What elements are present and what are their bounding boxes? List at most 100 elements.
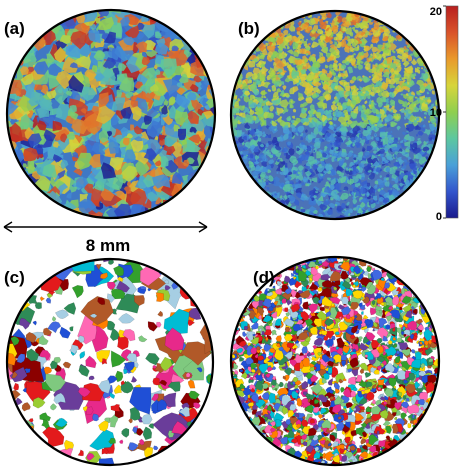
pore-blob <box>289 180 293 184</box>
pore-blob <box>131 106 142 122</box>
pore-blob <box>345 14 353 22</box>
pore-blob <box>410 91 415 96</box>
pore-blob <box>362 91 366 94</box>
pore-blob <box>272 176 280 182</box>
pore-blob <box>134 81 143 89</box>
pore-blob <box>273 81 280 87</box>
pore-blob <box>315 191 319 193</box>
pore-blob <box>300 73 309 81</box>
colorbar-tick-label: 10 <box>430 107 442 119</box>
pore-blob <box>324 185 332 194</box>
pore-blob <box>310 56 317 63</box>
pore-blob <box>152 377 161 386</box>
pore-blob <box>280 71 284 76</box>
pore-blob <box>409 162 416 170</box>
pore-blob <box>315 111 322 117</box>
pore-blob <box>387 138 395 144</box>
pore-blob <box>305 183 310 187</box>
pore-blob <box>409 159 414 165</box>
pore-blob <box>238 113 243 117</box>
pore-blob <box>7 352 17 366</box>
pore-blob <box>328 124 335 131</box>
pore-blob <box>283 44 286 47</box>
pore-blob <box>370 43 374 48</box>
pore-blob <box>120 106 133 119</box>
pore-blob <box>348 193 352 197</box>
pore-blob <box>387 124 391 128</box>
pore-blob <box>126 353 138 363</box>
pore-blob <box>319 35 327 42</box>
pore-blob <box>402 101 409 108</box>
pore-blob <box>23 147 39 162</box>
pore-blob <box>324 64 329 69</box>
pore-blob <box>417 130 424 136</box>
pore-blob <box>130 139 144 152</box>
pore-blob <box>68 74 84 93</box>
pore-blob <box>372 160 380 168</box>
pore-blob <box>242 135 247 141</box>
pore-blob <box>371 29 376 34</box>
pore-blob <box>138 335 148 343</box>
pore-blob <box>433 72 439 80</box>
pore-blob <box>349 79 355 84</box>
pore-blob <box>338 91 343 95</box>
pore-blob <box>231 107 240 114</box>
pore-blob <box>324 81 329 86</box>
pore-blob <box>162 79 183 97</box>
pore-blob <box>9 366 28 383</box>
pore-blob <box>117 63 127 71</box>
pore-blob <box>193 75 203 83</box>
pore-blob <box>403 116 407 120</box>
pore-blob <box>276 72 280 75</box>
pore-blob <box>346 55 353 62</box>
pore-blob <box>388 91 395 99</box>
pore-blob <box>275 151 282 159</box>
pore-blob <box>309 104 315 111</box>
pore-blob <box>231 138 232 145</box>
pore-blob <box>300 193 310 201</box>
pore-blob <box>243 155 248 160</box>
pore-blob <box>410 73 417 80</box>
pore-blob <box>25 331 37 344</box>
pore-blob <box>361 216 368 219</box>
pore-blob <box>405 65 414 73</box>
pore-blob <box>79 350 86 359</box>
pore-blob <box>391 49 396 54</box>
pore-blob <box>265 181 269 186</box>
pore-blob <box>239 79 242 83</box>
pore-blob <box>98 420 109 432</box>
pore-blob <box>350 85 356 90</box>
pore-blob <box>272 77 276 82</box>
pore-blob <box>293 199 300 206</box>
pore-blob <box>318 82 322 86</box>
pore-blob <box>252 146 259 153</box>
pore-blob <box>377 55 382 62</box>
pore-blob <box>135 41 148 54</box>
pore-blob <box>406 81 415 88</box>
pore-blob <box>116 280 130 293</box>
pore-blob <box>308 210 315 217</box>
pore-blob <box>337 74 342 78</box>
pore-blob <box>299 111 308 119</box>
pore-blob <box>338 138 344 143</box>
pore-blob <box>330 469 332 472</box>
pore-blob <box>374 71 378 76</box>
pore-blob <box>98 129 109 143</box>
pore-blob <box>329 47 336 55</box>
pore-blob <box>393 70 399 75</box>
pore-blob <box>386 263 391 268</box>
pore-blob <box>37 152 44 160</box>
pore-blob <box>239 55 246 60</box>
pore-blob <box>382 71 390 78</box>
pore-blob <box>324 145 328 149</box>
pore-blob <box>137 32 145 40</box>
pore-blob <box>353 53 356 56</box>
pore-blob <box>398 172 405 179</box>
pore-blob <box>382 35 389 42</box>
pore-blob <box>326 12 332 18</box>
pore-blob <box>249 182 255 188</box>
pore-blob <box>279 45 284 51</box>
pore-blob <box>423 98 426 100</box>
pore-blob <box>8 122 23 142</box>
pore-blob <box>369 115 378 123</box>
